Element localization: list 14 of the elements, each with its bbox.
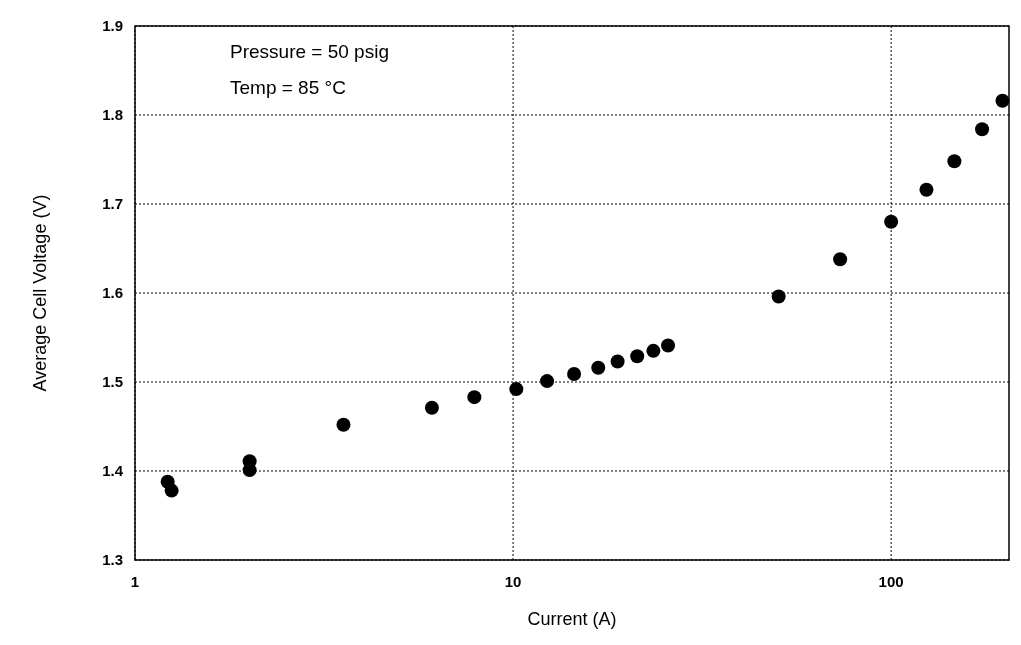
y-tick-label: 1.4 bbox=[102, 462, 124, 479]
y-tick-label: 1.3 bbox=[102, 551, 123, 568]
y-tick-label: 1.9 bbox=[102, 17, 123, 34]
x-tick-label: 1 bbox=[130, 573, 140, 590]
annotation: Temp = 85 °C bbox=[230, 77, 346, 98]
annotation: Pressure = 50 psig bbox=[230, 41, 389, 62]
y-tick-label: 1.5 bbox=[102, 373, 123, 390]
x-tick-label: 100 bbox=[878, 573, 904, 590]
x-axis-title: Current (A) bbox=[527, 609, 617, 629]
x-tick-label: 10 bbox=[504, 573, 522, 590]
y-tick-label: 1.6 bbox=[102, 284, 123, 301]
y-tick-label: 1.8 bbox=[102, 106, 123, 123]
y-tick-label: 1.7 bbox=[102, 195, 123, 212]
y-axis-title: Average Cell Voltage (V) bbox=[30, 194, 50, 392]
